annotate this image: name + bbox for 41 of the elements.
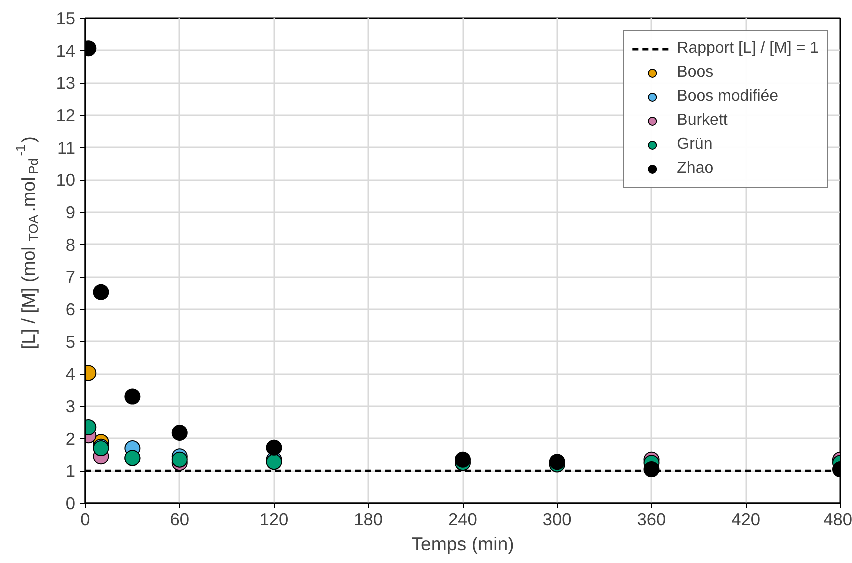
x-tick-label: 240 bbox=[448, 510, 478, 530]
x-tick-label: 0 bbox=[80, 510, 90, 530]
point bbox=[172, 452, 188, 468]
point bbox=[124, 388, 141, 405]
y-tick-label: 11 bbox=[58, 138, 76, 158]
y-tick-label: 3 bbox=[66, 396, 76, 416]
x-tick-label: 60 bbox=[170, 510, 190, 530]
y-tick-label: 6 bbox=[66, 300, 76, 320]
point bbox=[266, 454, 282, 470]
x-tick-label: 360 bbox=[637, 510, 666, 530]
legend-label: Rapport [L] / [M] = 1 bbox=[677, 40, 819, 58]
x-tick-label: 480 bbox=[824, 510, 852, 530]
y-tick-label: 0 bbox=[66, 494, 76, 514]
x-tick-label: 420 bbox=[732, 510, 761, 530]
x-tick-label: 120 bbox=[260, 510, 289, 530]
y-tick-label: 8 bbox=[66, 234, 76, 255]
point bbox=[455, 452, 471, 468]
y-tick-label: 4 bbox=[66, 364, 76, 384]
legend-label: Grün bbox=[677, 136, 713, 154]
x-axis-title: Temps (min) bbox=[412, 534, 514, 554]
y-tick-label: 14 bbox=[56, 40, 76, 61]
x-tick-label: 300 bbox=[542, 510, 572, 530]
legend-label: Zhao bbox=[677, 160, 714, 178]
point bbox=[93, 284, 110, 300]
y-tick-label: 13 bbox=[56, 73, 76, 94]
y-tick-label: 2 bbox=[66, 428, 76, 449]
legend-label: Boos bbox=[677, 64, 714, 82]
y-tick-label: 1 bbox=[66, 461, 76, 482]
point bbox=[172, 425, 188, 441]
y-tick-label: 5 bbox=[66, 332, 76, 352]
y-tick-label: 10 bbox=[56, 170, 76, 190]
point bbox=[266, 440, 282, 456]
y-axis-title: [L] / [M] (molTOA.molPd-1) bbox=[13, 136, 41, 350]
x-tick-label: 180 bbox=[354, 510, 384, 530]
legend-label: Boos modifiée bbox=[677, 88, 779, 106]
y-tick-label: 7 bbox=[66, 267, 76, 288]
y-tick-label: 15 bbox=[56, 8, 76, 28]
point bbox=[644, 462, 660, 478]
legend-label: Burkett bbox=[677, 112, 728, 130]
y-tick-label: 9 bbox=[66, 202, 76, 222]
y-tick-label: 12 bbox=[56, 106, 76, 126]
